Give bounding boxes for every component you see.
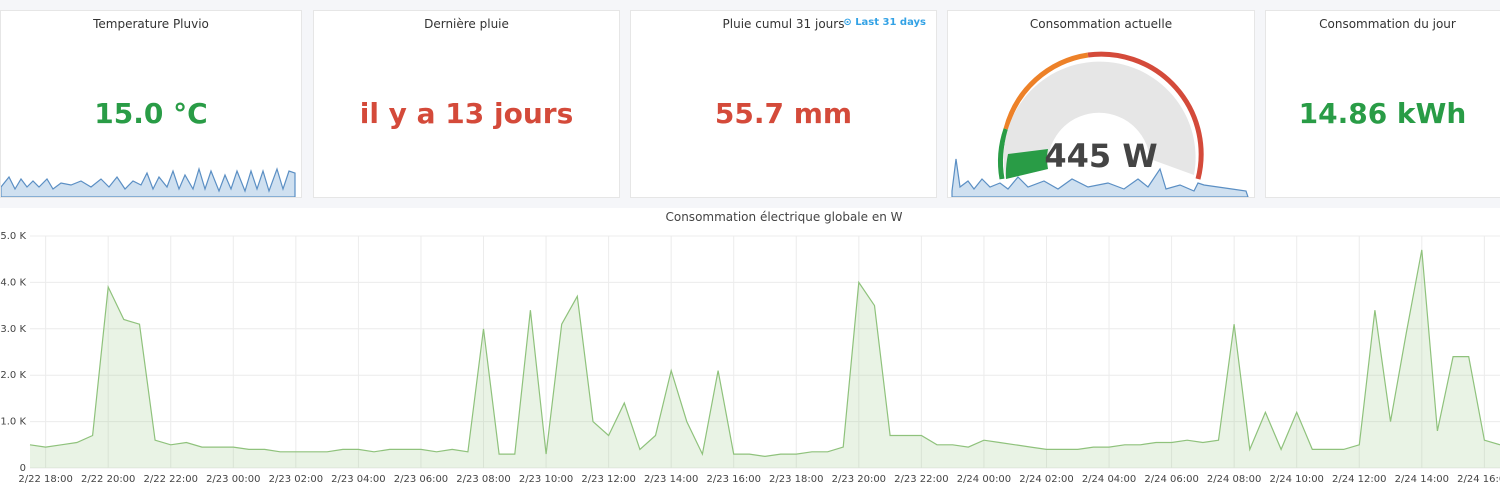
x-tick-label: 2/24 10:00 <box>1269 474 1323 485</box>
x-tick-label: 2/23 14:00 <box>644 474 698 485</box>
y-tick-label: 5.0 K <box>0 231 26 242</box>
x-tick-label: 2/23 22:00 <box>894 474 948 485</box>
x-tick-label: 2/23 04:00 <box>331 474 385 485</box>
panel: Consommation actuelle 445 W <box>947 10 1255 198</box>
x-tick-label: 2/23 16:00 <box>706 474 760 485</box>
chart-title: Consommation électrique globale en W <box>665 210 902 224</box>
x-tick-label: 2/22 18:00 <box>18 474 72 485</box>
x-tick-label: 2/23 12:00 <box>581 474 635 485</box>
panel-title: Consommation actuelle <box>1029 17 1173 31</box>
stat-value: 55.7 mm <box>714 97 853 130</box>
y-tick-label: 3.0 K <box>0 324 26 335</box>
y-tick-label: 0 <box>20 463 26 474</box>
panel: Dernière pluie il y a 13 jours <box>313 10 620 198</box>
panel-title: Consommation du jour <box>1319 17 1456 31</box>
area <box>30 249 1500 468</box>
x-tick-label: 2/24 06:00 <box>1144 474 1198 485</box>
y-tick-label: 4.0 K <box>0 277 26 288</box>
panel-title: Pluie cumul 31 jours <box>722 17 845 31</box>
x-tick-label: 2/24 16:00 <box>1457 474 1500 485</box>
x-tick-label: 2/24 12:00 <box>1332 474 1386 485</box>
panel: Pluie cumul 31 jours ⊙ Last 31 days 55.7… <box>630 10 937 198</box>
x-tick-label: 2/24 08:00 <box>1207 474 1261 485</box>
panel: Temperature Pluvio 15.0 °C <box>0 10 302 198</box>
x-tick-label: 2/22 22:00 <box>144 474 198 485</box>
chart: Consommation électrique globale en W 0 1.… <box>0 208 1500 499</box>
y-tick-label: 2.0 K <box>0 370 26 381</box>
x-tick-label: 2/23 20:00 <box>832 474 886 485</box>
panel-title: Temperature Pluvio <box>93 17 209 31</box>
gauge <box>951 51 1249 197</box>
x-tick-label: 2/23 08:00 <box>456 474 510 485</box>
x-tick-label: 2/24 00:00 <box>957 474 1011 485</box>
sparkline <box>1 166 296 197</box>
y-tick-label: 1.0 K <box>0 417 26 428</box>
stat-value: il y a 13 jours <box>359 97 574 130</box>
x-tick-label: 2/24 04:00 <box>1082 474 1136 485</box>
time-range-link[interactable]: ⊙ Last 31 days <box>843 17 926 28</box>
panel: Consommation du jour 14.86 kWh <box>1265 10 1500 198</box>
panel-title: Dernière pluie <box>424 17 509 31</box>
time-range: Last 31 days <box>855 17 926 28</box>
line <box>29 249 1500 458</box>
x-tick-label: 2/23 18:00 <box>769 474 823 485</box>
x-tick-label: 2/23 00:00 <box>206 474 260 485</box>
stat-value: 15.0 °C <box>94 97 208 130</box>
x-tick-label: 2/24 14:00 <box>1395 474 1449 485</box>
x-tick-label: 2/24 02:00 <box>1019 474 1073 485</box>
x-tick-label: 2/23 02:00 <box>269 474 323 485</box>
gauge-value: 445 W <box>1044 137 1158 175</box>
x-tick-label: 2/23 06:00 <box>394 474 448 485</box>
x-tick-label: 2/23 10:00 <box>519 474 573 485</box>
stat-value: 14.86 kWh <box>1298 97 1467 130</box>
x-tick-label: 2/22 20:00 <box>81 474 135 485</box>
